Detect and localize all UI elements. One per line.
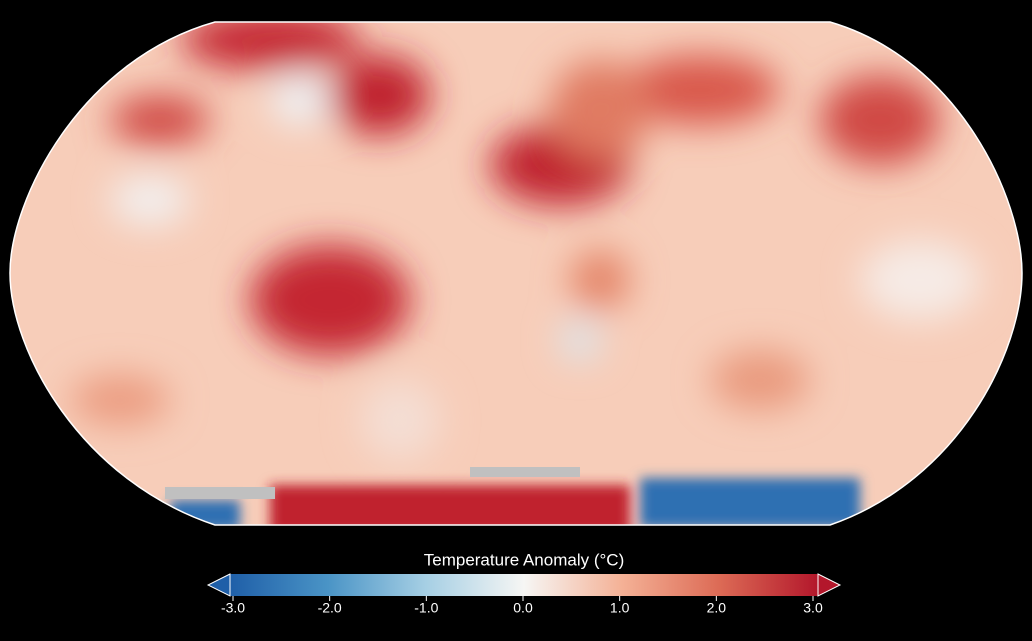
colorbar: -3.0 -2.0 -1.0 0.0 1.0 2.0 3.0	[206, 573, 842, 616]
colorbar-low-arrow	[206, 573, 231, 597]
colorbar-tick-label: -3.0	[221, 600, 245, 616]
colorbar-tick-label: 1.0	[610, 600, 630, 616]
colorbar-tick-label: 0.0	[513, 600, 533, 616]
anomaly-map	[10, 22, 1022, 525]
antarctic-field	[170, 478, 860, 525]
colorbar-tick-label: 3.0	[803, 600, 823, 616]
anomaly-field	[70, 22, 980, 460]
colorbar-high-arrow	[817, 573, 842, 597]
colorbar-gradient	[230, 574, 818, 596]
colorbar-title: Temperature Anomaly (°C)	[424, 550, 624, 569]
colorbar-tick-label: -1.0	[414, 600, 438, 616]
map-outline	[9, 21, 1023, 526]
colorbar-tick-label: -2.0	[318, 600, 342, 616]
colorbar-tick-label: 2.0	[707, 600, 727, 616]
